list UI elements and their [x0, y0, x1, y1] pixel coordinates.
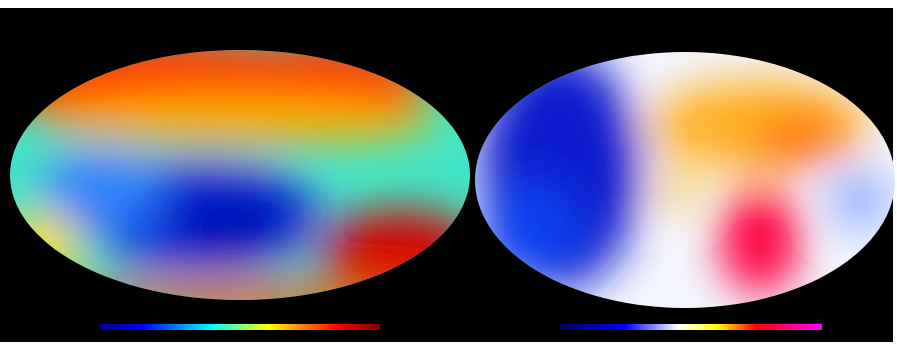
- colorbar: [560, 324, 822, 330]
- screenshot: [0, 0, 897, 360]
- colorbar: [100, 324, 380, 330]
